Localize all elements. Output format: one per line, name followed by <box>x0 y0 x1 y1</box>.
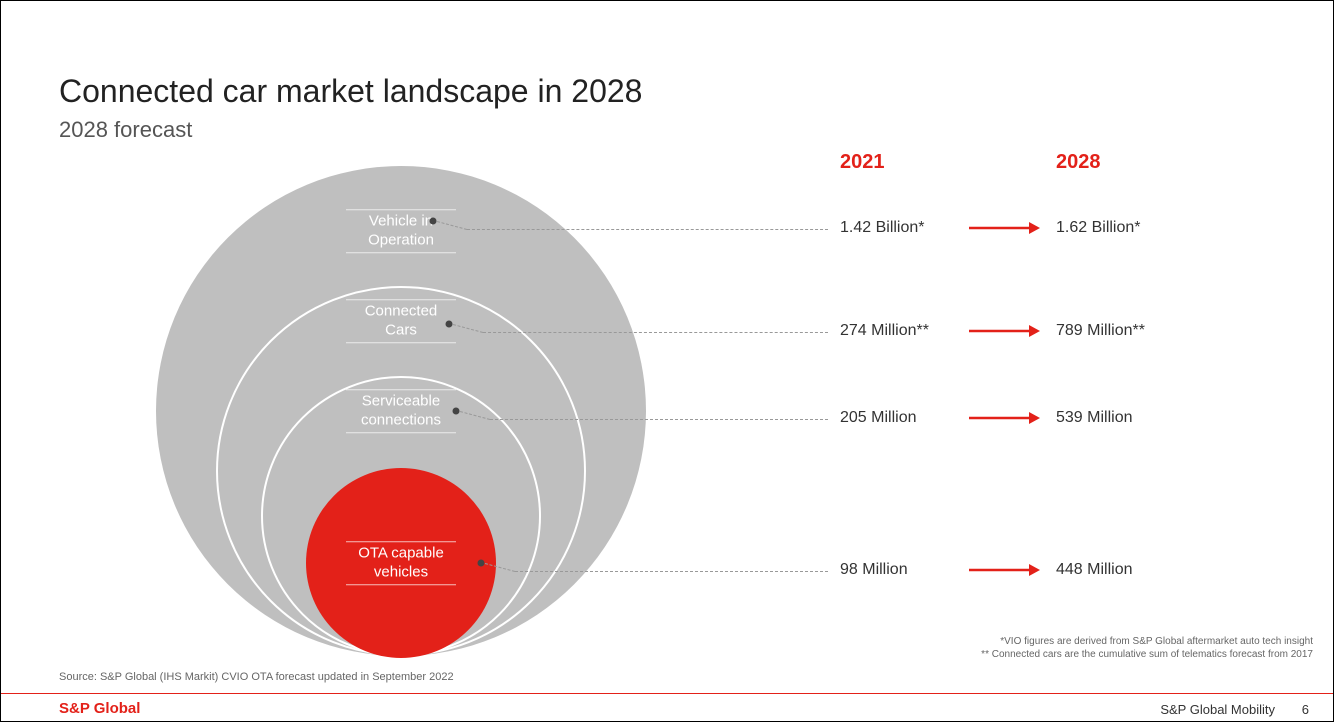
leader-serviceable <box>490 419 828 420</box>
arrow-icon-ota <box>969 563 1041 577</box>
circle-label-ota: OTA capablevehicles <box>346 539 456 587</box>
footer-unit: S&P Global Mobility <box>1160 702 1275 717</box>
circle-label-connected: ConnectedCars <box>346 297 456 345</box>
value-2021-vio: 1.42 Billion* <box>840 219 925 237</box>
dot-vio <box>430 218 437 225</box>
slide: Connected car market landscape in 2028 2… <box>0 0 1334 722</box>
value-2028-connected: 789 Million** <box>1056 322 1145 340</box>
dot-ota <box>478 560 485 567</box>
leader-vio <box>467 229 828 230</box>
circle-label-serviceable: Serviceableconnections <box>346 387 456 435</box>
leader-ota <box>515 571 828 572</box>
column-header-2028: 2028 <box>1056 151 1101 174</box>
dot-serviceable <box>453 408 460 415</box>
arrow-icon-connected <box>969 324 1041 338</box>
value-2021-ota: 98 Million <box>840 561 908 579</box>
arrow-icon-serviceable <box>969 411 1041 425</box>
value-2028-serviceable: 539 Million <box>1056 409 1132 427</box>
footnotes: *VIO figures are derived from S&P Global… <box>981 635 1313 661</box>
column-header-2021: 2021 <box>840 151 885 174</box>
value-2028-vio: 1.62 Billion* <box>1056 219 1141 237</box>
leader-connected <box>483 332 828 333</box>
value-2028-ota: 448 Million <box>1056 561 1132 579</box>
footer-brand: S&P Global <box>59 700 140 717</box>
source-text: Source: S&P Global (IHS Markit) CVIO OTA… <box>59 671 454 683</box>
footer-divider <box>1 693 1333 721</box>
dot-connected <box>446 321 453 328</box>
circle-label-vio: Vehicle inOperation <box>346 207 456 255</box>
page-title: Connected car market landscape in 2028 <box>59 73 642 110</box>
page-number: 6 <box>1302 702 1309 717</box>
arrow-icon-vio <box>969 221 1041 235</box>
footnote-2: ** Connected cars are the cumulative sum… <box>981 648 1313 661</box>
page-subtitle: 2028 forecast <box>59 117 192 143</box>
value-2021-serviceable: 205 Million <box>840 409 916 427</box>
footnote-1: *VIO figures are derived from S&P Global… <box>981 635 1313 648</box>
value-2021-connected: 274 Million** <box>840 322 929 340</box>
